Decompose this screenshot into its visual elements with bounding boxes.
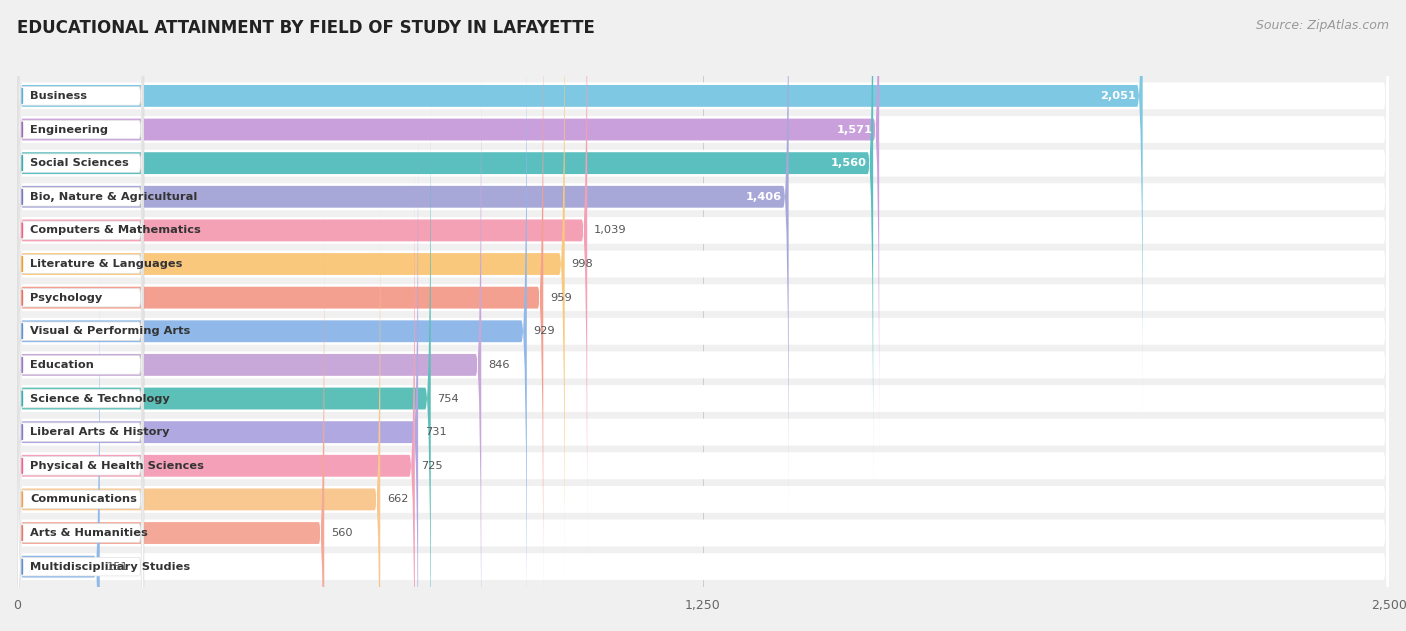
Text: Visual & Performing Arts: Visual & Performing Arts bbox=[30, 326, 190, 336]
Text: EDUCATIONAL ATTAINMENT BY FIELD OF STUDY IN LAFAYETTE: EDUCATIONAL ATTAINMENT BY FIELD OF STUDY… bbox=[17, 19, 595, 37]
Text: 1,039: 1,039 bbox=[593, 225, 627, 235]
FancyBboxPatch shape bbox=[17, 107, 418, 631]
Text: Liberal Arts & History: Liberal Arts & History bbox=[30, 427, 170, 437]
Text: Engineering: Engineering bbox=[30, 124, 108, 134]
Text: 560: 560 bbox=[330, 528, 353, 538]
Text: 1,406: 1,406 bbox=[747, 192, 782, 202]
Text: Social Sciences: Social Sciences bbox=[30, 158, 129, 168]
FancyBboxPatch shape bbox=[17, 206, 143, 631]
Text: 1,571: 1,571 bbox=[837, 124, 873, 134]
FancyBboxPatch shape bbox=[17, 0, 143, 423]
FancyBboxPatch shape bbox=[17, 0, 1389, 419]
FancyBboxPatch shape bbox=[17, 0, 1389, 553]
Text: 1,560: 1,560 bbox=[831, 158, 866, 168]
Text: Literature & Languages: Literature & Languages bbox=[30, 259, 183, 269]
FancyBboxPatch shape bbox=[17, 71, 143, 591]
FancyBboxPatch shape bbox=[17, 174, 380, 631]
FancyBboxPatch shape bbox=[17, 0, 143, 490]
FancyBboxPatch shape bbox=[17, 0, 879, 455]
Text: 959: 959 bbox=[550, 293, 572, 303]
FancyBboxPatch shape bbox=[17, 105, 143, 625]
FancyBboxPatch shape bbox=[17, 38, 143, 557]
Text: Multidisciplinary Studies: Multidisciplinary Studies bbox=[30, 562, 190, 572]
FancyBboxPatch shape bbox=[17, 73, 430, 631]
FancyBboxPatch shape bbox=[17, 0, 1389, 587]
FancyBboxPatch shape bbox=[17, 0, 1389, 620]
FancyBboxPatch shape bbox=[17, 0, 1389, 452]
Text: 725: 725 bbox=[422, 461, 443, 471]
FancyBboxPatch shape bbox=[17, 0, 1143, 422]
Text: 998: 998 bbox=[571, 259, 593, 269]
FancyBboxPatch shape bbox=[17, 0, 789, 522]
FancyBboxPatch shape bbox=[17, 177, 1389, 631]
FancyBboxPatch shape bbox=[17, 0, 143, 389]
Text: 2,051: 2,051 bbox=[1101, 91, 1136, 101]
FancyBboxPatch shape bbox=[17, 143, 1389, 631]
FancyBboxPatch shape bbox=[17, 40, 481, 631]
FancyBboxPatch shape bbox=[17, 6, 527, 631]
FancyBboxPatch shape bbox=[17, 241, 100, 631]
FancyBboxPatch shape bbox=[17, 0, 588, 556]
FancyBboxPatch shape bbox=[17, 210, 1389, 631]
FancyBboxPatch shape bbox=[17, 307, 143, 631]
FancyBboxPatch shape bbox=[17, 42, 1389, 631]
FancyBboxPatch shape bbox=[17, 109, 1389, 631]
FancyBboxPatch shape bbox=[17, 273, 143, 631]
Text: Source: ZipAtlas.com: Source: ZipAtlas.com bbox=[1256, 19, 1389, 32]
FancyBboxPatch shape bbox=[17, 240, 143, 631]
FancyBboxPatch shape bbox=[17, 76, 1389, 631]
Text: 846: 846 bbox=[488, 360, 509, 370]
Text: Computers & Mathematics: Computers & Mathematics bbox=[30, 225, 201, 235]
Text: Education: Education bbox=[30, 360, 94, 370]
Text: Arts & Humanities: Arts & Humanities bbox=[30, 528, 148, 538]
Text: Business: Business bbox=[30, 91, 87, 101]
FancyBboxPatch shape bbox=[17, 0, 143, 456]
FancyBboxPatch shape bbox=[17, 139, 143, 631]
FancyBboxPatch shape bbox=[17, 172, 143, 631]
Text: Psychology: Psychology bbox=[30, 293, 103, 303]
Text: Bio, Nature & Agricultural: Bio, Nature & Agricultural bbox=[30, 192, 197, 202]
FancyBboxPatch shape bbox=[17, 208, 325, 631]
Text: Science & Technology: Science & Technology bbox=[30, 394, 170, 404]
FancyBboxPatch shape bbox=[17, 0, 143, 356]
FancyBboxPatch shape bbox=[17, 141, 415, 631]
FancyBboxPatch shape bbox=[17, 0, 1389, 486]
Text: 662: 662 bbox=[387, 495, 408, 504]
FancyBboxPatch shape bbox=[17, 8, 1389, 631]
Text: Communications: Communications bbox=[30, 495, 136, 504]
Text: 754: 754 bbox=[437, 394, 458, 404]
FancyBboxPatch shape bbox=[17, 244, 1389, 631]
Text: 151: 151 bbox=[107, 562, 128, 572]
Text: 731: 731 bbox=[425, 427, 447, 437]
FancyBboxPatch shape bbox=[17, 0, 565, 589]
FancyBboxPatch shape bbox=[17, 0, 873, 488]
FancyBboxPatch shape bbox=[17, 4, 143, 524]
Text: Physical & Health Sciences: Physical & Health Sciences bbox=[30, 461, 204, 471]
FancyBboxPatch shape bbox=[17, 0, 1389, 519]
Text: 929: 929 bbox=[533, 326, 555, 336]
FancyBboxPatch shape bbox=[17, 0, 543, 623]
